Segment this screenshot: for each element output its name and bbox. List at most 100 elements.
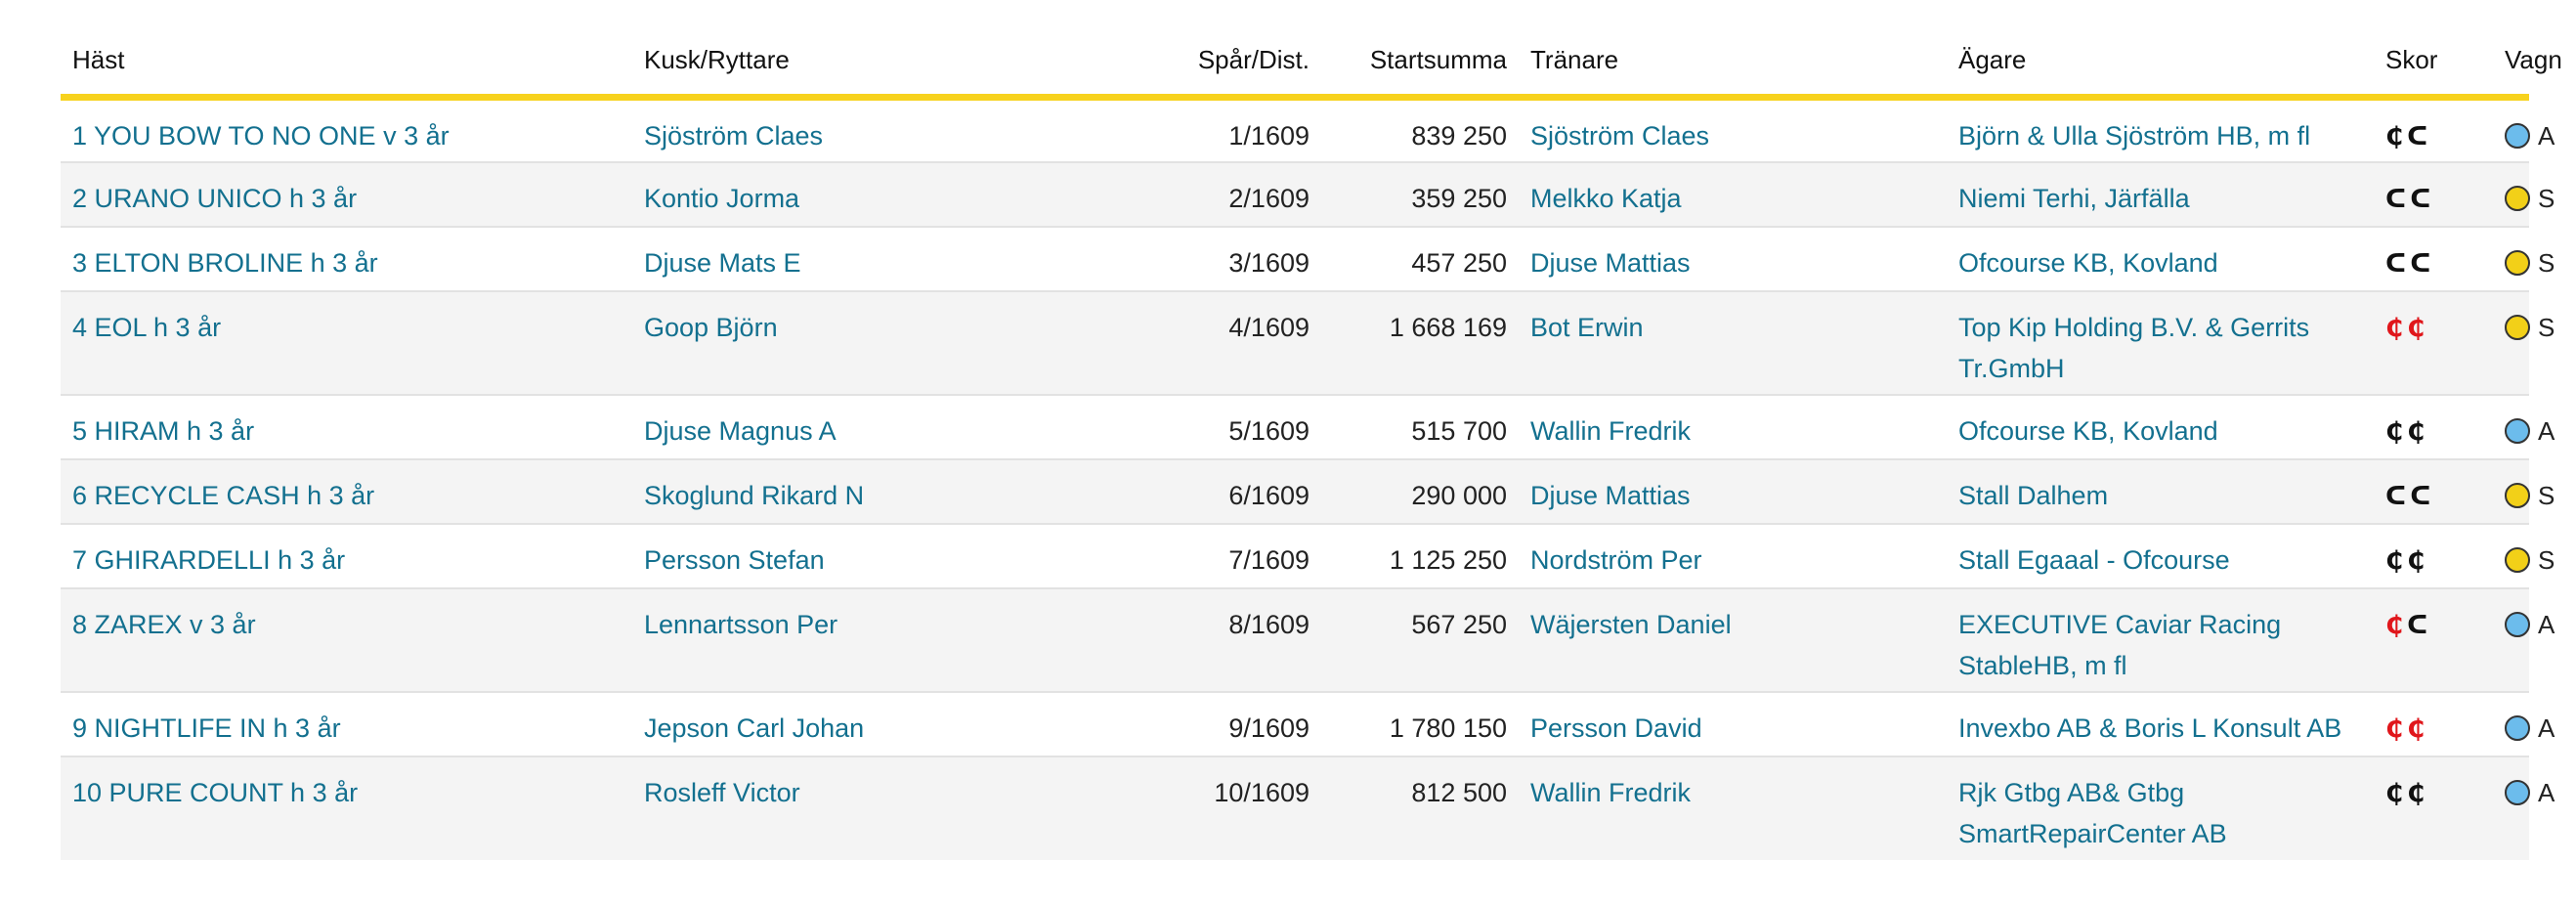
cell-horse: 9 NIGHTLIFE IN h 3 år — [61, 691, 632, 757]
header-trainer[interactable]: Tränare — [1519, 25, 1947, 101]
owner-link[interactable]: Stall Dalhem — [1958, 480, 2109, 510]
cell-wagon: S — [2493, 161, 2555, 228]
owner-link[interactable]: Niemi Terhi, Järfälla — [1958, 183, 2190, 213]
cell-owner: Top Kip Holding B.V. & Gerrits Tr.GmbH — [1947, 290, 2374, 396]
driver-link[interactable]: Lennartsson Per — [644, 609, 838, 639]
owner-link[interactable]: Ofcourse KB, Kovland — [1958, 247, 2218, 278]
owner-link[interactable]: Ofcourse KB, Kovland — [1958, 415, 2218, 446]
trainer-link[interactable]: Djuse Mattias — [1530, 480, 1691, 510]
trainer-link[interactable]: Djuse Mattias — [1530, 247, 1691, 278]
wagon-indicator: A — [2505, 604, 2555, 645]
header-shoes[interactable]: Skor — [2374, 25, 2493, 101]
cell-trainer: Bot Erwin — [1519, 290, 1947, 396]
owner-link[interactable]: EXECUTIVE Caviar Racing StableHB, m fl — [1958, 609, 2282, 680]
wagon-type: A — [2538, 415, 2555, 446]
header-wagon[interactable]: Vagn — [2493, 25, 2562, 101]
driver-link[interactable]: Sjöström Claes — [644, 121, 824, 151]
track-distance: 10/1609 — [1082, 756, 1321, 860]
wagon-dot-icon — [2505, 185, 2530, 211]
wagon-type: A — [2538, 777, 2555, 807]
wagon-type: S — [2538, 544, 2555, 575]
table-row: 4 EOL h 3 år Goop Björn 4/1609 1 668 169… — [61, 290, 2555, 396]
horse-link[interactable]: 8 ZAREX v 3 år — [72, 609, 256, 639]
track-distance: 5/1609 — [1082, 394, 1321, 460]
cell-owner: Ofcourse KB, Kovland — [1947, 226, 2374, 292]
cell-shoes: ₵₵ — [2374, 394, 2493, 460]
driver-link[interactable]: Djuse Mats E — [644, 247, 801, 278]
cell-trainer: Sjöström Claes — [1519, 97, 1947, 163]
header-driver[interactable]: Kusk/Ryttare — [632, 25, 1082, 101]
table-row: 7 GHIRARDELLI h 3 år Persson Stefan 7/16… — [61, 523, 2555, 589]
shoes-indicator: ₵₵ — [2385, 314, 2428, 343]
trainer-link[interactable]: Persson David — [1530, 713, 1702, 743]
trainer-link[interactable]: Bot Erwin — [1530, 312, 1644, 342]
cell-driver: Jepson Carl Johan — [632, 691, 1082, 757]
front-shoe-icon: ₵ — [2385, 416, 2408, 447]
driver-link[interactable]: Djuse Magnus A — [644, 415, 837, 446]
owner-link[interactable]: Stall Egaaal - Ofcourse — [1958, 544, 2230, 575]
cell-driver: Skoglund Rikard N — [632, 458, 1082, 525]
cell-horse: 7 GHIRARDELLI h 3 år — [61, 523, 632, 589]
cell-horse: 4 EOL h 3 år — [61, 290, 632, 396]
header-earnings[interactable]: Startsumma — [1321, 25, 1519, 101]
cell-shoes: ᑕᑕ — [2374, 161, 2493, 228]
front-shoe-icon: ₵ — [2385, 713, 2408, 744]
cell-driver: Djuse Mats E — [632, 226, 1082, 292]
cell-trainer: Wallin Fredrik — [1519, 756, 1947, 860]
horse-link[interactable]: 1 YOU BOW TO NO ONE v 3 år — [72, 121, 450, 151]
shoes-indicator: ᑕᑕ — [2385, 482, 2434, 511]
horse-link[interactable]: 10 PURE COUNT h 3 år — [72, 777, 359, 807]
wagon-type: A — [2538, 609, 2555, 639]
horse-link[interactable]: 6 RECYCLE CASH h 3 år — [72, 480, 375, 510]
cell-shoes: ₵₵ — [2374, 290, 2493, 396]
shoes-indicator: ₵ᑕ — [2385, 122, 2431, 151]
back-shoe-icon: ₵ — [2407, 416, 2429, 447]
driver-link[interactable]: Rosleff Victor — [644, 777, 800, 807]
owner-link[interactable]: Björn & Ulla Sjöström HB, m fl — [1958, 121, 2311, 151]
start-earnings: 567 250 — [1321, 587, 1519, 693]
cell-driver: Rosleff Victor — [632, 756, 1082, 860]
cell-driver: Lennartsson Per — [632, 587, 1082, 693]
trainer-link[interactable]: Nordström Per — [1530, 544, 1702, 575]
table-row: 10 PURE COUNT h 3 år Rosleff Victor 10/1… — [61, 756, 2555, 860]
owner-link[interactable]: Rjk Gtbg AB& Gtbg SmartRepairCenter AB — [1958, 777, 2227, 848]
back-shoe-icon: ᑕ — [2407, 610, 2432, 640]
driver-link[interactable]: Goop Björn — [644, 312, 778, 342]
trainer-link[interactable]: Wallin Fredrik — [1530, 415, 1692, 446]
owner-link[interactable]: Invexbo AB & Boris L Konsult AB — [1958, 713, 2342, 743]
driver-link[interactable]: Kontio Jorma — [644, 183, 800, 213]
cell-owner: Björn & Ulla Sjöström HB, m fl — [1947, 97, 2374, 163]
owner-link[interactable]: Top Kip Holding B.V. & Gerrits Tr.GmbH — [1958, 312, 2310, 383]
start-earnings: 1 668 169 — [1321, 290, 1519, 396]
header-owner[interactable]: Ägare — [1947, 25, 2374, 101]
driver-link[interactable]: Skoglund Rikard N — [644, 480, 865, 510]
wagon-type: A — [2538, 713, 2555, 743]
header-horse[interactable]: Häst — [61, 25, 632, 101]
wagon-dot-icon — [2505, 417, 2530, 444]
cell-driver: Sjöström Claes — [632, 97, 1082, 163]
track-distance: 9/1609 — [1082, 691, 1321, 757]
driver-link[interactable]: Persson Stefan — [644, 544, 825, 575]
trainer-link[interactable]: Wäjersten Daniel — [1530, 609, 1732, 639]
wagon-type: S — [2538, 183, 2555, 213]
horse-link[interactable]: 9 NIGHTLIFE IN h 3 år — [72, 713, 341, 743]
wagon-indicator: S — [2505, 540, 2555, 581]
cell-wagon: A — [2493, 587, 2555, 693]
trainer-link[interactable]: Sjöström Claes — [1530, 121, 1710, 151]
trainer-link[interactable]: Wallin Fredrik — [1530, 777, 1692, 807]
cell-trainer: Nordström Per — [1519, 523, 1947, 589]
horse-link[interactable]: 5 HIRAM h 3 år — [72, 415, 255, 446]
header-track[interactable]: Spår/Dist. — [1082, 25, 1321, 101]
cell-driver: Kontio Jorma — [632, 161, 1082, 228]
track-distance: 4/1609 — [1082, 290, 1321, 396]
horse-link[interactable]: 2 URANO UNICO h 3 år — [72, 183, 358, 213]
driver-link[interactable]: Jepson Carl Johan — [644, 713, 865, 743]
cell-wagon: S — [2493, 458, 2555, 525]
trainer-link[interactable]: Melkko Katja — [1530, 183, 1682, 213]
horse-link[interactable]: 7 GHIRARDELLI h 3 år — [72, 544, 346, 575]
wagon-dot-icon — [2505, 546, 2530, 573]
cell-horse: 1 YOU BOW TO NO ONE v 3 år — [61, 97, 632, 163]
back-shoe-icon: ₵ — [2407, 313, 2429, 343]
horse-link[interactable]: 3 ELTON BROLINE h 3 år — [72, 247, 378, 278]
horse-link[interactable]: 4 EOL h 3 år — [72, 312, 222, 342]
